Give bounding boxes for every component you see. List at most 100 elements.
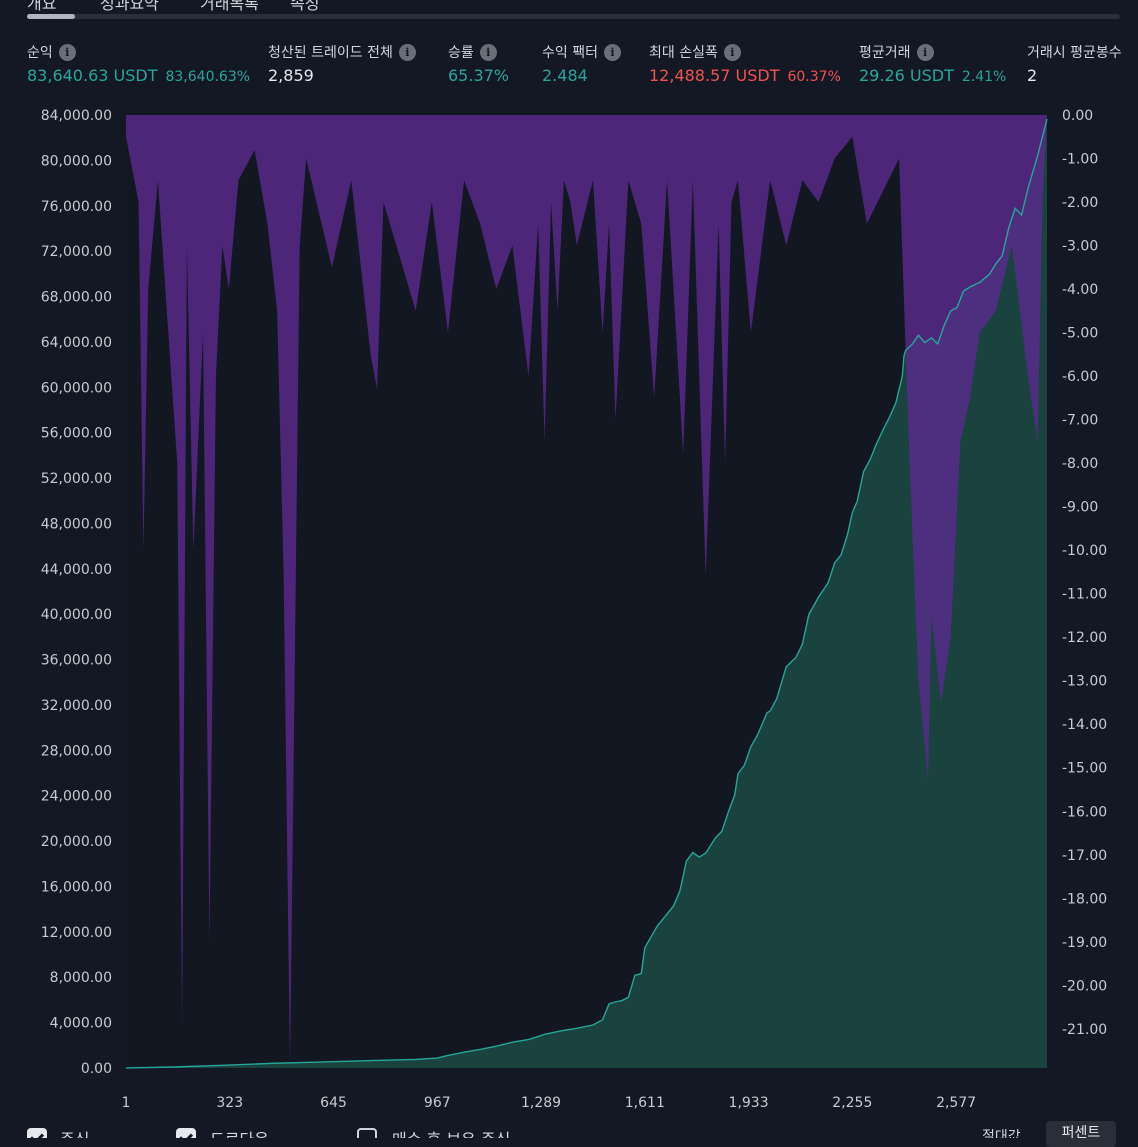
info-icon[interactable]: i: [58, 43, 76, 61]
right-axis-tick: -15.00: [1062, 761, 1107, 777]
stat-label-text: 거래시 평균봉수: [1027, 45, 1122, 61]
stat-6: 거래시 평균봉수 2: [1027, 41, 1122, 85]
left-axis-tick: 44,000.00: [41, 562, 112, 578]
stat-value-text: 29.26 USDT: [859, 66, 954, 85]
stat-value-text: 65.37%: [448, 66, 510, 85]
right-axis-tick: -4.00: [1062, 282, 1098, 298]
stat-label: 순익 i: [27, 41, 250, 63]
info-icon[interactable]: i: [398, 43, 416, 61]
stat-value-text: 2.484: [542, 66, 588, 85]
right-axis-tick: -13.00: [1062, 674, 1107, 690]
buy-hold-legend-label: 매수 후 보유 주식: [392, 1126, 510, 1138]
equity-checkbox[interactable]: [27, 1128, 47, 1138]
right-axis-tick: -5.00: [1062, 326, 1098, 342]
drawdown-area: [126, 115, 1047, 1068]
stat-label: 평균거래 i: [859, 41, 1006, 63]
tab-properties[interactable]: 속성: [290, 0, 320, 13]
drawdown-legend-label: 드로다운: [210, 1126, 269, 1138]
right-axis-tick: 0.00: [1062, 108, 1093, 124]
left-axis-tick: 52,000.00: [41, 471, 112, 487]
right-axis-tick: -12.00: [1062, 630, 1107, 646]
x-axis-tick: 2,255: [832, 1095, 872, 1110]
left-axis-tick: 12,000.00: [41, 925, 112, 941]
left-axis-tick: 24,000.00: [41, 789, 112, 805]
equity-drawdown-chart: 84,000.00 80,000.00 76,000.00 72,000.00 68,0…: [41, 108, 1107, 1110]
right-axis-tick: -10.00: [1062, 543, 1107, 559]
x-axis-tick: 1,289: [521, 1095, 561, 1110]
x-axis-tick: 323: [216, 1095, 243, 1110]
left-axis-tick: 48,000.00: [41, 516, 112, 532]
horizontal-scrollbar[interactable]: [27, 14, 1120, 19]
right-axis-tick: -7.00: [1062, 413, 1098, 429]
legend: 주식 드로다운 매수 후 보유 주식 절대값: [0, 1118, 1138, 1138]
tab-performance[interactable]: 성과요약: [100, 0, 159, 13]
stat-percent: 83,640.63%: [165, 69, 251, 85]
stat-percent: 60.37%: [787, 69, 841, 85]
info-icon[interactable]: i: [723, 43, 741, 61]
stat-label-text: 청산된 트레이드 전체: [268, 45, 393, 61]
tab-strip: 개요 성과요약 거래목록 속성: [0, 0, 1138, 22]
left-axis-tick: 40,000.00: [41, 607, 112, 623]
right-axis-tick: -19.00: [1062, 935, 1107, 951]
right-axis-tick: -6.00: [1062, 369, 1098, 385]
equity-line: [125, 118, 1048, 1069]
stat-label-text: 수익 팩터: [542, 45, 598, 61]
left-axis-tick: 72,000.00: [41, 244, 112, 260]
stat-1: 청산된 트레이드 전체 i 2,859: [268, 41, 416, 85]
x-axis-tick: 1: [122, 1095, 131, 1110]
left-axis-tick: 56,000.00: [41, 426, 112, 442]
left-axis-tick: 64,000.00: [41, 335, 112, 351]
buy-hold-checkbox[interactable]: [357, 1128, 377, 1138]
x-axis-tick: 645: [320, 1095, 347, 1110]
x-axis-tick: 1,933: [729, 1095, 769, 1110]
absolute-toggle[interactable]: 절대값: [982, 1129, 1021, 1138]
drawdown-checkbox[interactable]: [176, 1128, 196, 1138]
stat-label-text: 승률: [448, 45, 474, 61]
tab-overview[interactable]: 개요: [27, 0, 57, 13]
info-icon[interactable]: i: [603, 43, 621, 61]
x-axis-tick: 2,577: [936, 1095, 976, 1110]
stat-label: 청산된 트레이드 전체 i: [268, 41, 416, 63]
stat-value-text: 2,859: [268, 66, 314, 85]
percent-toggle[interactable]: 퍼센트: [1046, 1121, 1116, 1147]
stat-percent: 2.41%: [961, 69, 1007, 85]
left-axis-tick: 4,000.00: [50, 1016, 112, 1032]
stat-value: 29.26 USDT 2.41%: [859, 66, 1006, 85]
stat-label-text: 평균거래: [859, 45, 911, 61]
right-axis-tick: -2.00: [1062, 195, 1098, 211]
stat-value: 12,488.57 USDT 60.37%: [649, 66, 841, 85]
stat-2: 승률 i 65.37%: [448, 41, 509, 85]
right-axis-tick: -8.00: [1062, 456, 1098, 472]
tab-trade-list[interactable]: 거래목록: [200, 0, 259, 13]
stat-label-text: 최대 손실폭: [649, 45, 718, 61]
left-axis-tick: 36,000.00: [41, 653, 112, 669]
stat-value-text: 12,488.57 USDT: [649, 66, 780, 85]
stat-label: 수익 팩터 i: [542, 41, 621, 63]
info-icon[interactable]: i: [916, 43, 934, 61]
right-axis-tick: -9.00: [1062, 500, 1098, 516]
info-icon[interactable]: i: [479, 43, 497, 61]
stat-value-text: 83,640.63 USDT: [27, 66, 158, 85]
right-axis-tick: -3.00: [1062, 239, 1098, 255]
left-axis-tick: 16,000.00: [41, 879, 112, 895]
left-axis-tick: 8,000.00: [50, 970, 112, 986]
stat-label-text: 순익: [27, 45, 53, 61]
left-axis-tick: 84,000.00: [41, 108, 112, 124]
stat-3: 수익 팩터 i 2.484: [542, 41, 621, 85]
stat-value: 2.484: [542, 66, 621, 85]
stat-value: 65.37%: [448, 66, 509, 85]
stat-4: 최대 손실폭 i 12,488.57 USDT 60.37%: [649, 41, 841, 85]
right-axis-tick: -16.00: [1062, 804, 1107, 820]
equity-legend-label: 주식: [60, 1126, 89, 1138]
stat-value-text: 2: [1027, 66, 1038, 85]
equity-area: [126, 119, 1047, 1068]
right-axis-tick: -1.00: [1062, 152, 1098, 168]
stat-0: 순익 i 83,640.63 USDT 83,640.63%: [27, 41, 250, 85]
right-axis-tick: -11.00: [1062, 587, 1107, 603]
scrollbar-thumb[interactable]: [27, 14, 75, 19]
stat-label: 거래시 평균봉수: [1027, 41, 1122, 63]
left-axis-tick: 20,000.00: [41, 834, 112, 850]
left-axis-tick: 28,000.00: [41, 743, 112, 759]
left-axis-tick: 68,000.00: [41, 290, 112, 306]
right-axis-tick: -21.00: [1062, 1022, 1107, 1038]
